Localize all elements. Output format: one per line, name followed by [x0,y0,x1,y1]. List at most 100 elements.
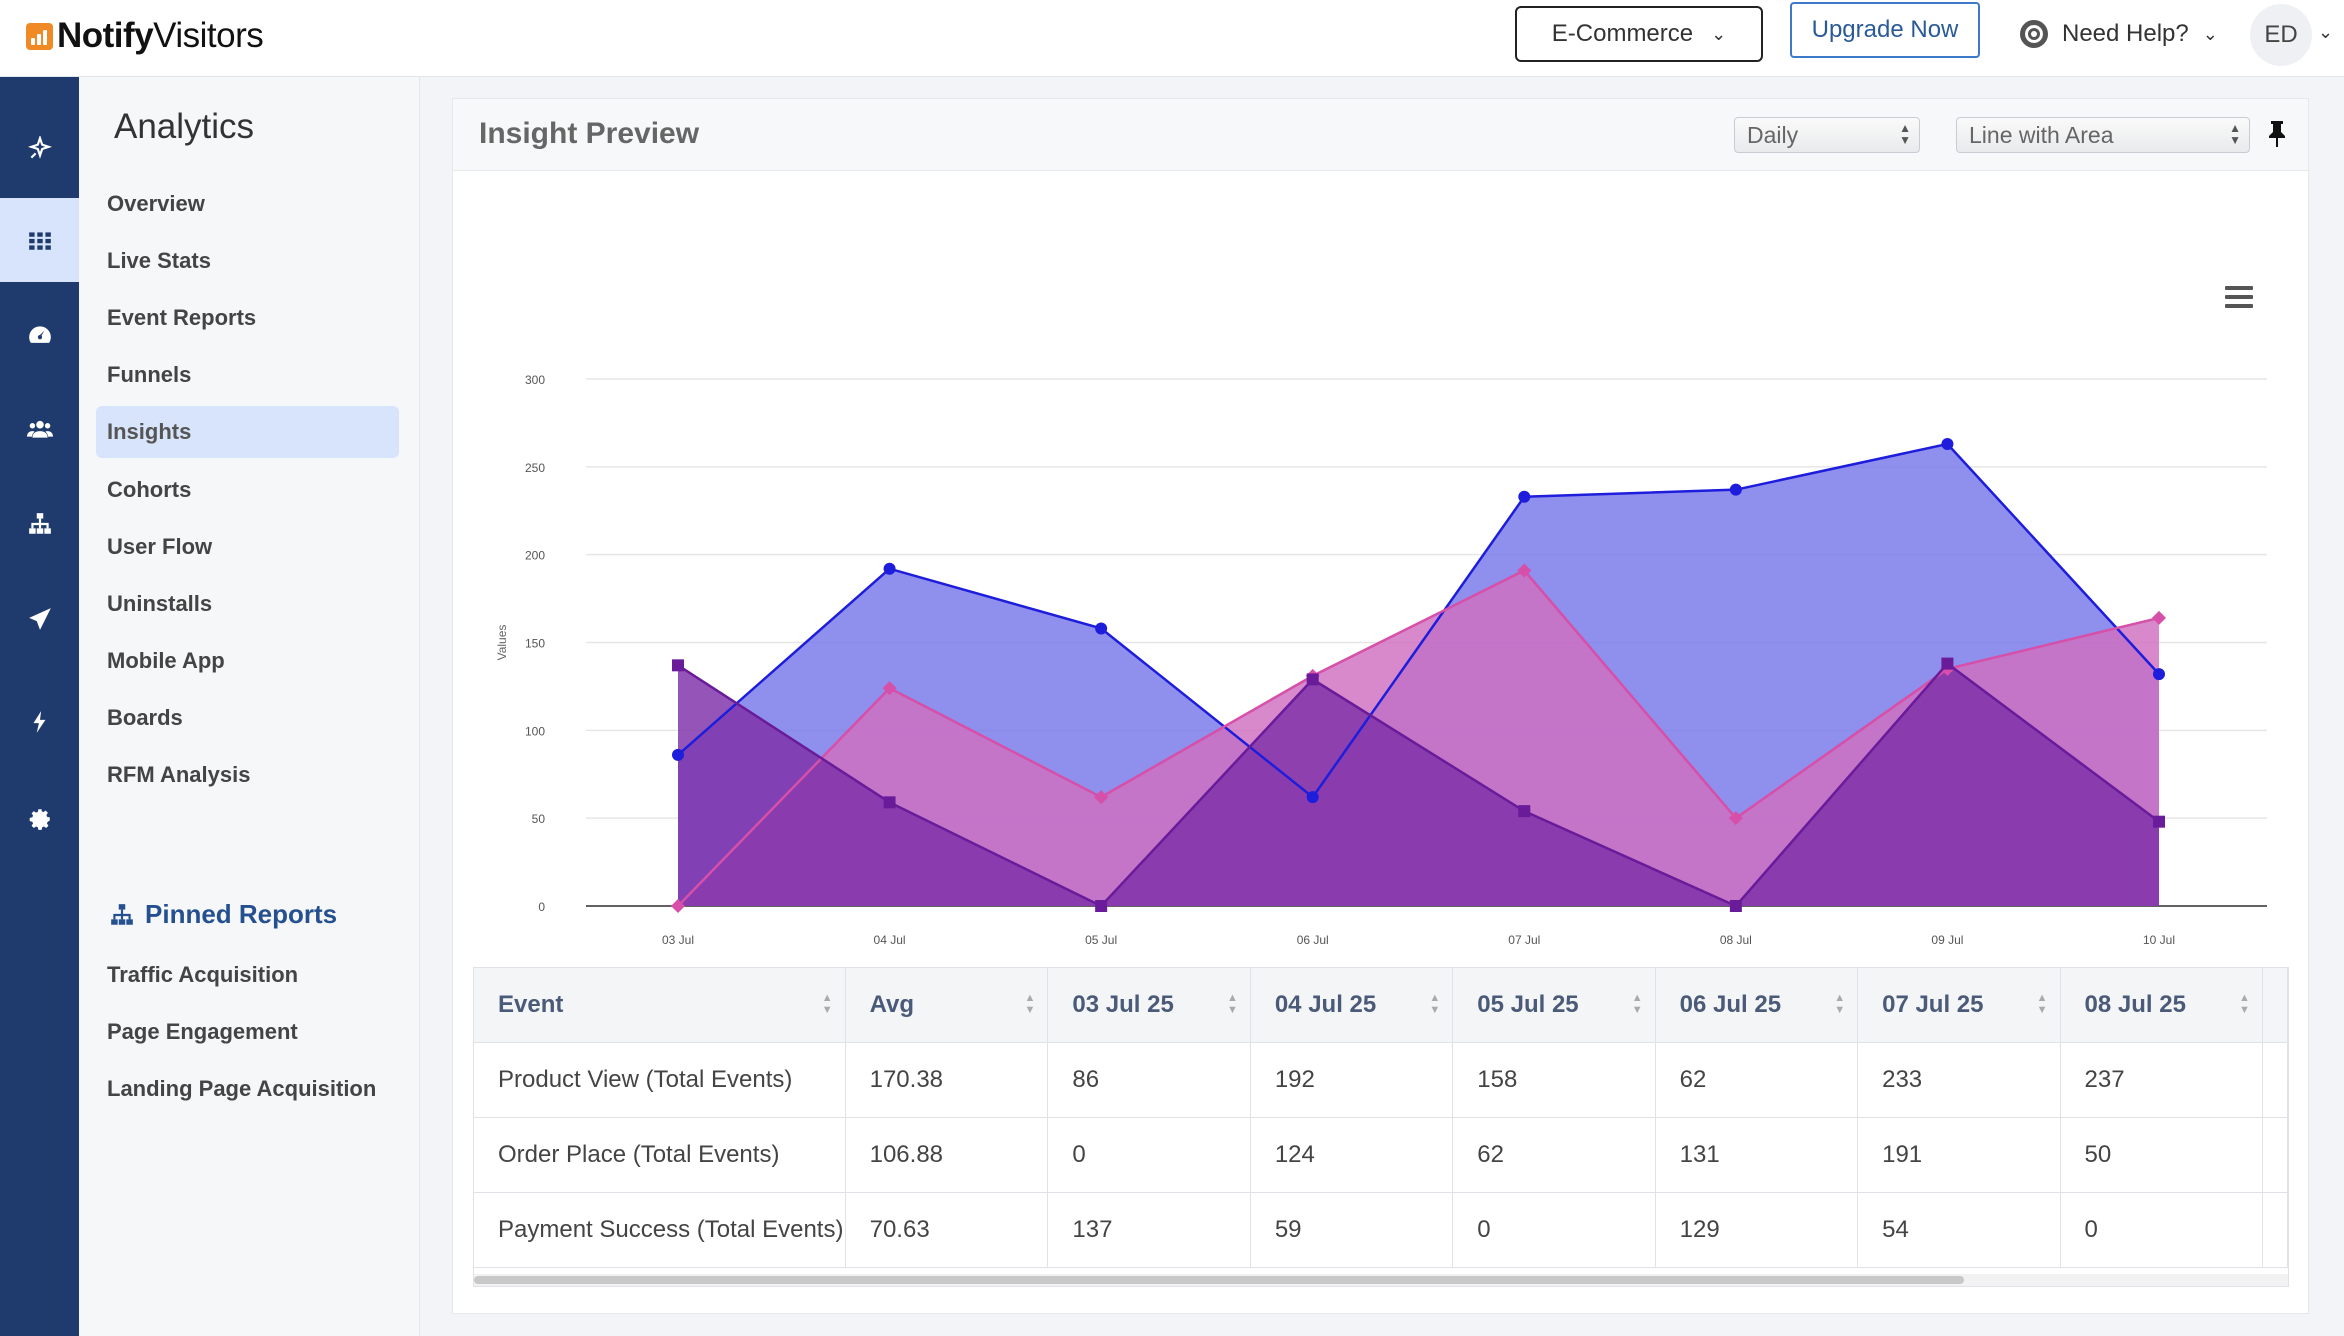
data-point [1729,483,1742,496]
chart-type-select[interactable]: Line with Area ▲ ▼ [1956,117,2250,153]
data-point [1518,490,1531,503]
sidebar-item-traffic-acquisition[interactable]: Traffic Acquisition [107,962,299,987]
y-tick-label: 100 [525,724,545,738]
column-header[interactable]: Avg ▲ ▼ [845,968,1049,1043]
sidebar-item-boards[interactable]: Boards [107,705,183,730]
sort-icon[interactable]: ▲ ▼ [821,992,833,1016]
chart-menu-icon[interactable] [2225,286,2253,310]
sidebar-item-event-reports[interactable]: Event Reports [107,305,257,330]
data-table: Event ▲ ▼ Avg ▲ ▼ 03 Jul 25 ▲ ▼ 04 Jul 25 ▲ ▼ 05 Jul… [474,968,2288,1268]
upgrade-button[interactable]: Upgrade Now [1790,2,1980,58]
pin-icon[interactable] [2265,119,2289,149]
series-line [677,568,2160,907]
column-header-label: Event [498,990,564,1018]
sidebar-item-insights[interactable]: Insights [96,406,399,458]
column-header-label: 04 Jul 25 [1274,990,1377,1018]
sidebar-item-rfm-analysis[interactable]: RFM Analysis [107,762,251,787]
table-cell: Product View (Total Events) [474,1042,846,1118]
column-header-label: 08 Jul 25 [2084,990,2186,1018]
data-point [1941,437,1954,450]
column-header[interactable]: 04 Jul 25 ▲ ▼ [1250,968,1454,1043]
sidebar-item-cohorts[interactable]: Cohorts [107,477,192,502]
sort-icon[interactable]: ▲ ▼ [1429,992,1441,1016]
help-menu[interactable]: Need Help? ⌄ [2020,14,2218,54]
sidebar-item-user-flow[interactable]: User Flow [107,534,213,559]
sort-icon[interactable]: ▲ ▼ [2036,992,2048,1016]
send-icon[interactable] [0,577,79,661]
data-point [1517,563,1532,578]
table-cell: 59 [1250,1192,1454,1268]
column-header-label: 07 Jul 25 [1882,990,1984,1018]
sidebar-item-landing-page-acquisition[interactable]: Landing Page Acquisition [107,1076,377,1101]
interval-value: Daily [1747,121,1799,148]
horizontal-scrollbar[interactable] [474,1274,2288,1286]
table-cell: 170.38 [845,1042,1049,1118]
gear-icon[interactable] [0,777,79,861]
sort-icon[interactable]: ▲ ▼ [1024,992,1036,1016]
table-cell: 54 [1857,1192,2061,1268]
sort-icon[interactable]: ▲ ▼ [1834,992,1846,1016]
logo[interactable]: NotifyVisitors [26,14,264,58]
top-bar: NotifyVisitors E-Commerce ⌄ Upgrade Now … [0,0,2344,77]
data-point [672,748,684,761]
table-cell: 62 [1655,1042,1859,1118]
avatar[interactable]: ED [2250,4,2312,66]
x-tick-label: 07 Jul [1508,933,1540,947]
table-row: Product View (Total Events) 170.38 86 192 15… [474,1042,2288,1118]
data-point [1518,805,1531,818]
sidebar-item-live-stats[interactable]: Live Stats [107,248,211,273]
column-header[interactable]: Event ▲ ▼ [474,968,846,1043]
grid-icon[interactable] [0,198,79,282]
column-header[interactable]: 03 Jul 25 ▲ ▼ [1047,968,1251,1043]
data-point [1095,900,1108,912]
select-arrows-icon: ▲ ▼ [1899,121,1911,147]
column-header[interactable]: 08 Jul 25 ▲ ▼ [2060,968,2263,1043]
chart-type-value: Line with Area [1969,121,2114,148]
y-tick-label: 150 [525,637,545,651]
sort-icon[interactable]: ▲ ▼ [1226,992,1238,1016]
series-area [678,570,2159,906]
sidebar-item-uninstalls[interactable]: Uninstalls [107,591,213,616]
table-cell: 50 [2060,1117,2263,1193]
data-point [1728,811,1743,826]
column-header[interactable]: 05 Jul 25 ▲ ▼ [1452,968,1656,1043]
dashboard-icon[interactable] [0,293,79,377]
x-tick-label: 09 Jul [1931,933,1963,947]
data-point [671,899,685,913]
y-tick-label: 200 [525,549,545,563]
analytics-sidebar: Analytics Overview Live Stats Event Repo… [79,77,420,1336]
sparkle-icon[interactable] [0,107,79,191]
table-cell: 137 [1047,1192,1251,1268]
data-point [2153,815,2165,828]
data-point [672,659,684,672]
sidebar-item-mobile-app[interactable]: Mobile App [107,648,225,673]
column-header-label: 06 Jul 25 [1679,990,1782,1018]
data-point [1306,791,1319,804]
y-tick-label: 0 [538,900,545,914]
sort-icon[interactable]: ▲ ▼ [1631,992,1643,1016]
table-cell: Payment Success (Total Events) [474,1192,846,1268]
column-header[interactable]: 07 Jul 25 ▲ ▼ [1857,968,2061,1043]
table-cell: 106.88 [845,1117,1049,1193]
table-cell-overflow [2262,1117,2288,1193]
interval-select[interactable]: Daily ▲ ▼ [1734,117,1920,153]
table-cell: 233 [1857,1042,2061,1118]
y-tick-label: 300 [525,373,545,387]
bolt-icon[interactable] [0,680,79,764]
sort-icon[interactable]: ▲ ▼ [2239,992,2250,1016]
workspace-dropdown[interactable]: E-Commerce ⌄ [1515,6,1763,62]
table-cell: 86 [1047,1042,1251,1118]
sidebar-item-page-engagement[interactable]: Page Engagement [107,1019,298,1044]
chevron-down-icon[interactable]: ⌄ [2318,22,2334,42]
series-line [677,661,2160,908]
table-cell: 0 [1047,1117,1251,1193]
users-icon[interactable] [0,387,79,471]
data-point [1941,657,1954,670]
x-tick-label: 05 Jul [1085,933,1117,947]
hierarchy-icon[interactable] [0,482,79,566]
column-header[interactable]: 06 Jul 25 ▲ ▼ [1655,968,1859,1043]
sidebar-item-funnels[interactable]: Funnels [107,362,192,387]
data-point [1094,790,1109,805]
scrollbar-thumb[interactable] [474,1276,1964,1284]
sidebar-item-overview[interactable]: Overview [107,191,205,216]
